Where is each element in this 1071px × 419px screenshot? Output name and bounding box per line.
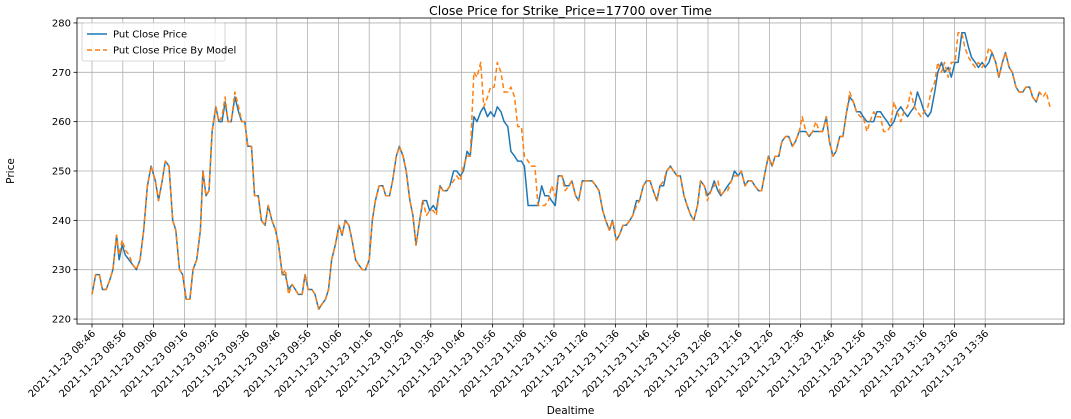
x-axis-label: Dealtime: [547, 405, 595, 417]
y-tick-label: 250: [52, 167, 71, 178]
series-put-close-price-by-model: [91, 32, 1051, 310]
chart-title: Close Price for Strike_Price=17700 over …: [429, 3, 712, 18]
y-tick-label: 240: [52, 216, 71, 227]
y-tick-label: 260: [52, 117, 71, 128]
legend-label-put-close-price-by-model: Put Close Price By Model: [113, 46, 236, 57]
legend: Put Close Price Put Close Price By Model: [81, 22, 236, 62]
series-put-close-price: [91, 32, 1041, 310]
y-tick-label: 280: [52, 18, 71, 29]
legend-label-put-close-price: Put Close Price: [113, 30, 187, 41]
y-axis: 220 230 240 250 260 270 280: [52, 18, 77, 326]
y-tick-label: 230: [52, 265, 71, 276]
series-lines: [91, 32, 1051, 310]
legend-box: [81, 22, 226, 62]
y-tick-label: 270: [52, 68, 71, 79]
y-tick-label: 220: [52, 315, 71, 326]
y-axis-label: Price: [5, 158, 17, 184]
grid: [77, 18, 1064, 324]
